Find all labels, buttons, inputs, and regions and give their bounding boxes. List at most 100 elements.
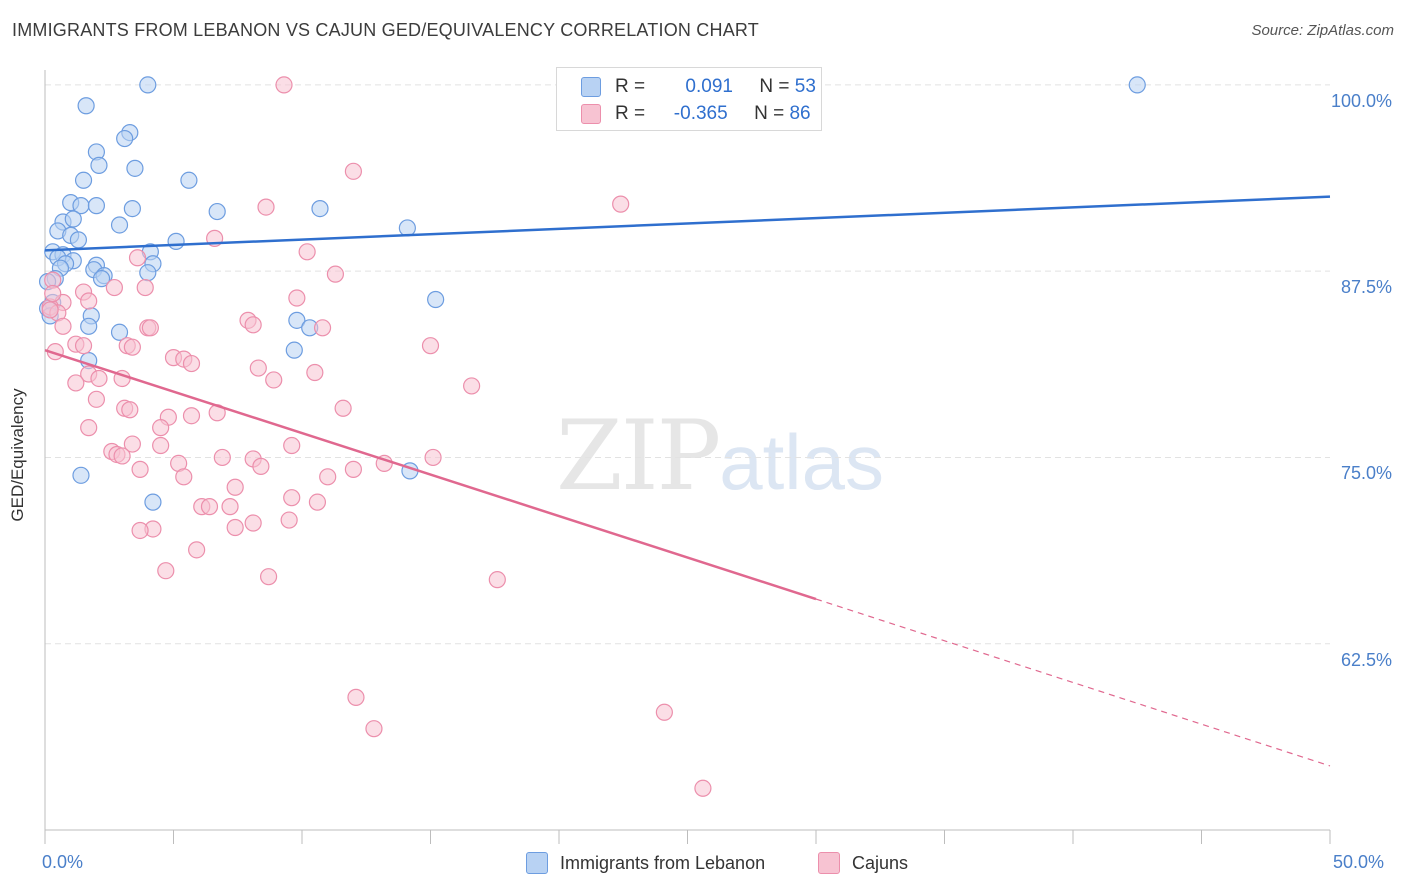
lebanon-point [180,171,198,189]
cajun-point [424,448,442,467]
legend-row-cajuns: R = -0.365 N = 86 [581,102,811,126]
legend-n-label: N = [754,103,785,124]
lebanon-point [139,76,157,94]
cajun-point [298,243,316,261]
cajun-point [80,292,98,310]
y-axis-label: GED/Equivalency [8,388,27,522]
cajun-point [200,498,219,516]
lebanon-point [311,199,329,218]
lebanon-point [72,466,90,484]
watermark-zip: ZIP [556,400,721,512]
cajun-point [44,284,62,303]
x-tick-label-max: 50.0% [1333,852,1385,872]
lebanon-point [167,232,185,250]
cajun-point [365,720,383,738]
bottom-legend-label-lebanon: Immigrants from Lebanon [560,852,766,873]
lebanon-point [288,311,306,329]
bottom-legend: Immigrants from Lebanon Cajuns [0,852,1406,878]
y-tick-label: 100.0% [1330,90,1392,111]
lebanon-point [74,171,93,189]
bottom-legend-cajuns: Cajuns [818,852,908,874]
trend-lines [44,195,1331,767]
cajun-point [694,779,712,797]
legend-n-value: 53 [794,76,816,97]
chart-source: Source: ZipAtlas.com [1251,22,1394,39]
watermark-atlas: atlas [719,418,884,506]
legend-swatch-pink [581,104,601,124]
legend-n-label: N = [759,76,790,97]
cajun-point [244,316,262,334]
cajun-point [326,265,345,283]
cajun-point [221,498,239,516]
cajun-point [259,568,278,586]
grid-lines [45,84,1330,645]
cajun-point [226,518,244,537]
bottom-legend-swatch-pink [818,852,840,874]
y-tick-label: 75.0% [1340,463,1392,484]
axes [44,70,1331,844]
cajun-point [182,354,201,373]
cajun-point [488,571,506,589]
lebanon-point [69,231,88,249]
legend: R = 0.091 N = 53 R = -0.365 N = 86 [556,67,822,131]
lebanon-point [110,216,129,234]
cajun-point [182,407,201,425]
cajun-point [249,359,267,377]
lebanon-point [90,156,108,174]
cajun-point [319,468,337,486]
cajun-point [283,436,301,455]
cajun-point [74,337,93,355]
lebanon-point [1128,76,1146,94]
cajun-point [80,419,98,437]
cajun-point [288,289,306,307]
cajun-point [152,419,170,437]
lebanon-point [126,159,144,177]
cajun-point [113,447,131,465]
cajun-point [213,448,231,467]
cajun-point [344,460,362,478]
cajun-point [131,521,149,540]
cajun-point [421,337,440,355]
lebanon-point [116,129,134,148]
cajun-trend-extension [815,598,1331,767]
cajun-point [283,489,301,507]
data-points [38,76,1146,797]
cajun-point [175,468,193,486]
cajun-point [105,278,123,297]
bottom-legend-lebanon: Immigrants from Lebanon [526,852,765,874]
legend-r-label: R = [615,103,646,124]
cajun-point [655,703,673,721]
cajun-point [344,162,362,180]
cajun-point [188,541,206,559]
cajun-point [136,278,154,297]
cajun-point [252,457,270,475]
lebanon-trend-line [44,195,1331,252]
cajun-point [152,436,170,455]
legend-n-value: 86 [789,103,811,124]
cajun-point [67,374,85,392]
cajun-trend-line [44,348,817,601]
lebanon-point [123,199,141,218]
cajun-point [275,76,293,94]
legend-r-value: 0.091 [685,76,733,97]
cajun-point [128,249,147,267]
cajun-point [157,562,175,580]
y-tick-label: 62.5% [1340,649,1392,670]
lebanon-point [87,197,106,215]
lebanon-point [285,341,303,359]
cajun-point [41,301,59,319]
cajun-point [226,478,244,496]
lebanon-point [110,323,129,341]
lebanon-point [427,290,445,309]
lebanon-point [77,97,95,115]
legend-row-lebanon: R = 0.091 N = 53 [581,75,816,99]
cajun-point [334,399,352,417]
cajun-point [463,377,481,395]
cajun-point [54,317,72,335]
cajun-point [131,460,149,478]
x-tick-label-min: 0.0% [42,852,84,872]
cajun-point [308,493,327,511]
lebanon-point [144,493,162,511]
lebanon-point [139,264,157,282]
watermark: ZIPatlas [556,400,884,512]
